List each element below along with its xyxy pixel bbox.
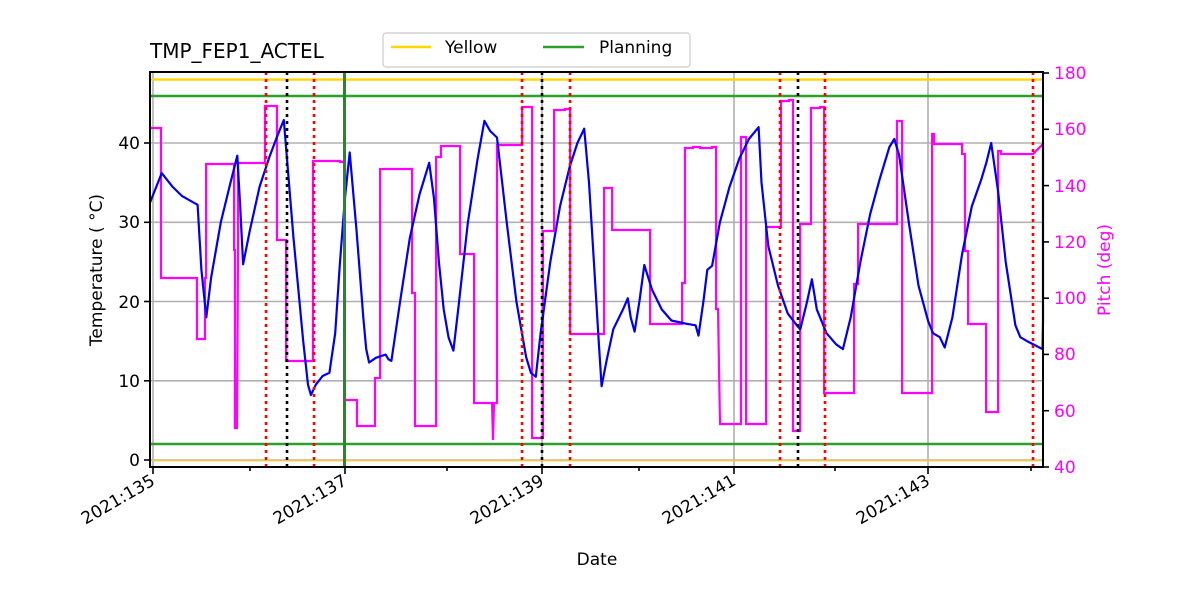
axes-frame (149, 71, 1044, 468)
temperature-trace (149, 118, 1045, 397)
event-lines (264, 72, 1035, 467)
svg-text:40: 40 (118, 134, 140, 154)
svg-text:2021:141: 2021:141 (659, 471, 740, 529)
svg-text:10: 10 (118, 372, 140, 392)
y2-axis-label: Pitch (deg) (1095, 224, 1115, 316)
left-y-axis (144, 142, 150, 461)
svg-text:20: 20 (118, 293, 140, 313)
svg-text:180: 180 (1054, 64, 1086, 84)
svg-text:160: 160 (1054, 120, 1086, 140)
legend-yellow-label: Yellow (444, 38, 497, 58)
right-y-axis (1043, 72, 1049, 468)
svg-text:0: 0 (129, 451, 140, 471)
pitch-trace (150, 98, 1044, 441)
svg-text:120: 120 (1054, 233, 1086, 253)
limit-lines (150, 78, 1043, 462)
legend: Yellow Planning (382, 32, 691, 68)
y-axis-label: Temperature ( °C) (87, 194, 107, 347)
svg-text:140: 140 (1054, 177, 1086, 197)
right-y-tick-labels: 40 60 80 100 120 140 160 180 (1054, 64, 1086, 478)
svg-text:100: 100 (1054, 289, 1086, 309)
x-axis (152, 467, 1032, 474)
svg-text:80: 80 (1054, 345, 1076, 365)
svg-text:2021:135: 2021:135 (78, 471, 159, 529)
svg-text:2021:139: 2021:139 (467, 471, 548, 529)
left-y-tick-labels: 0 10 20 30 40 (118, 134, 140, 471)
svg-text:2021:137: 2021:137 (270, 471, 351, 529)
x-tick-labels: 2021:135 2021:137 2021:139 2021:141 2021… (78, 471, 934, 529)
x-axis-label: Date (577, 550, 618, 570)
legend-planning-label: Planning (599, 38, 672, 58)
svg-text:40: 40 (1054, 458, 1076, 478)
svg-text:30: 30 (118, 213, 140, 233)
chart-title: TMP_FEP1_ACTEL (149, 39, 325, 63)
svg-text:2021:143: 2021:143 (853, 471, 934, 529)
svg-text:60: 60 (1054, 402, 1076, 422)
